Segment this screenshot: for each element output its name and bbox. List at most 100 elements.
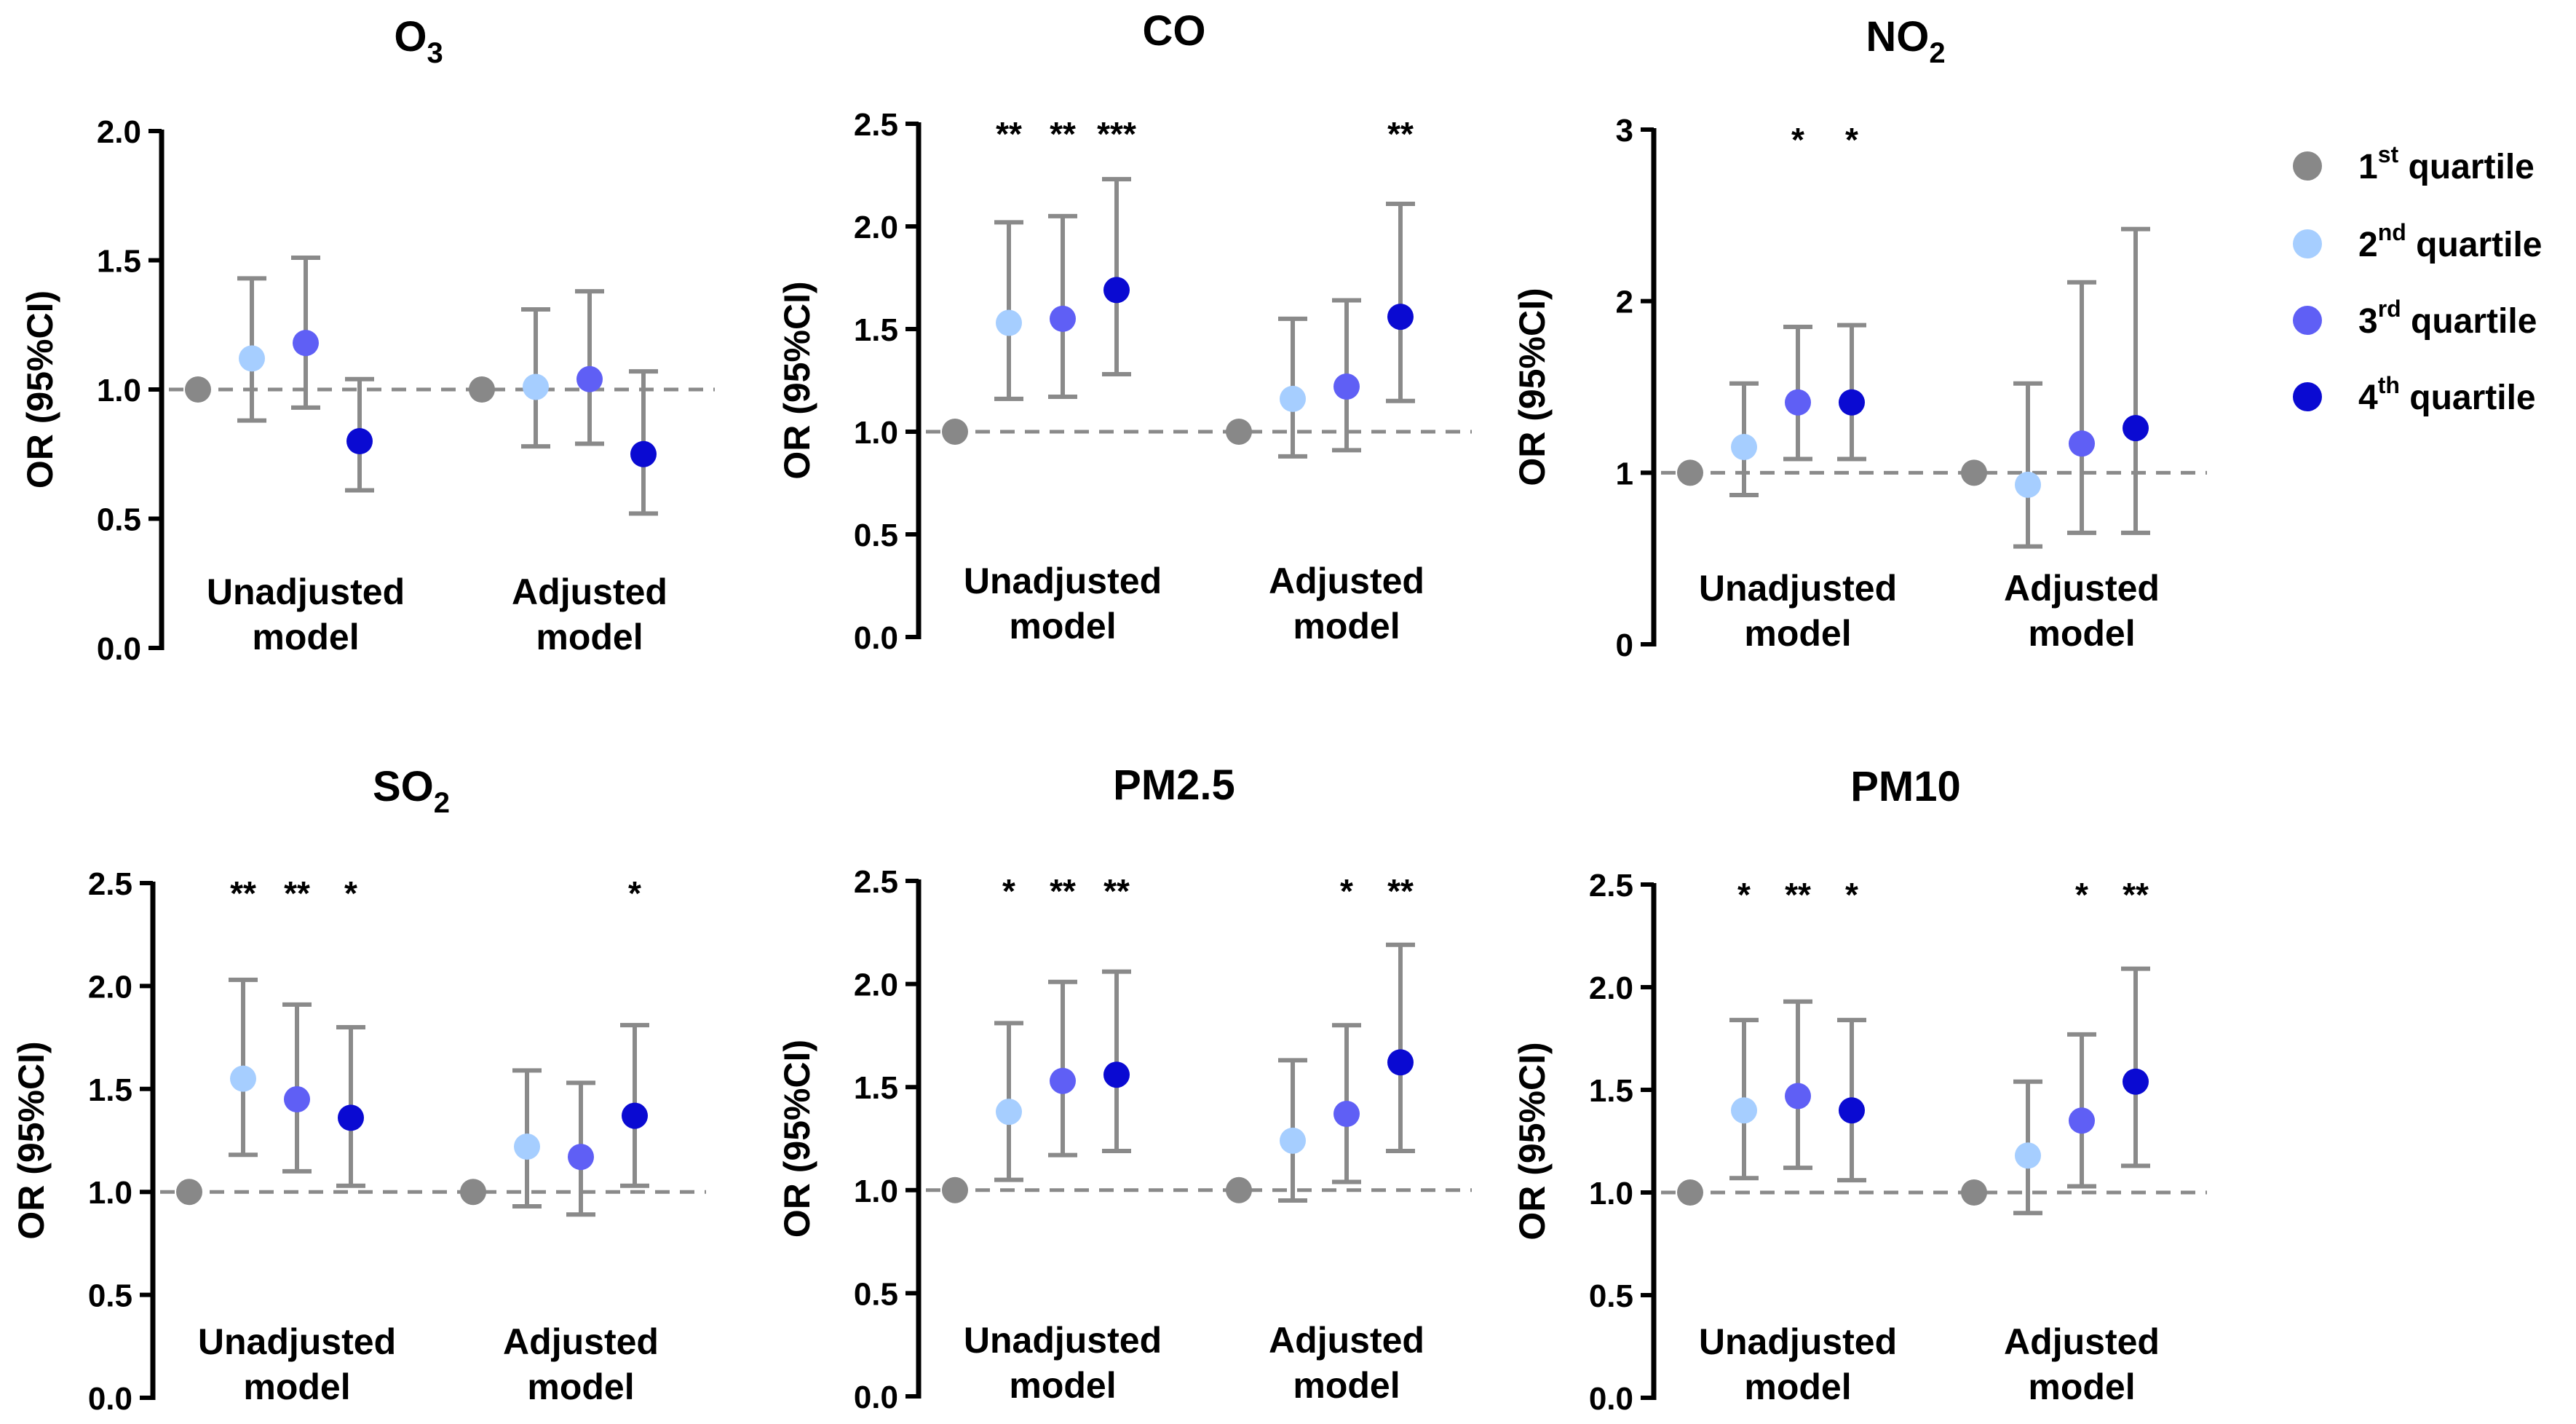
y-tick-label: 2 [1616,285,1633,320]
legend-label: 3rd quartile [2358,296,2537,341]
data-point-q2 [2015,1142,2041,1169]
y-tick-label: 0.5 [854,1276,898,1312]
data-point-q4 [1387,304,1414,331]
data-point-q3 [568,1144,594,1171]
y-tick-label: 2.5 [854,107,898,143]
significance-label: * [2075,876,2088,914]
group-label-line: model [252,617,359,657]
data-point-q1 [1961,1179,1987,1206]
data-point-q2 [996,309,1022,336]
data-point-q3 [1333,373,1360,400]
y-tick-label: 2.0 [854,968,898,1003]
significance-label: * [1737,876,1751,914]
data-point-q2 [996,1099,1022,1126]
y-tick-label: 0.5 [97,502,141,538]
data-point-q4 [622,1102,648,1129]
significance-label: ** [1050,115,1076,153]
chart-panel-2: CO0.00.51.01.52.02.5OR (95%CI)** ** ***Una… [777,7,1472,656]
data-point-q3 [1785,1083,1811,1109]
y-axis-title: OR (95%CI) [11,1041,52,1239]
legend-superscript: rd [2378,296,2401,322]
y-tick-label: 1.0 [88,1175,132,1211]
y-tick-label: 0.0 [854,620,898,656]
data-point-q3 [284,1085,310,1112]
chart-title: SO2 [373,763,450,819]
chart-title: CO [1143,7,1206,55]
y-tick-label: 0.5 [1589,1278,1633,1314]
group-label: Adjusted model [503,1321,659,1407]
data-point-q2 [1280,385,1306,412]
legend-marker-q3 [2293,306,2322,335]
group-label-line: model [243,1366,350,1407]
y-tick-label: 1.0 [97,373,141,408]
group-label: Unadjusted model [207,571,405,657]
data-point-q2 [523,373,549,400]
data-point-q3 [1785,389,1811,416]
y-axis-title: OR (95%CI) [1512,288,1553,486]
chart-panel-1: O3 0.0 0.5 1.0 1.5 2.0 OR (95%CI) Unadjusted mod… [20,13,715,667]
data-point-q3 [2069,430,2095,457]
legend-suffix: quartile [2401,302,2537,341]
significance-label: * [1340,872,1353,910]
significance-label: ** [284,874,310,912]
data-point-q2 [1731,433,1757,460]
group-label: Unadjusted model [1699,568,1897,654]
data-point-q4 [1103,1061,1130,1088]
y-axis-title: OR (95%CI) [1512,1042,1553,1240]
group-label: Adjusted model [1269,1320,1424,1406]
group-label: Unadjusted model [964,561,1162,646]
chart-title: O3 [394,13,443,69]
legend-superscript: st [2378,141,2399,167]
legend-suffix: quartile [2406,226,2543,264]
group-label-line: model [2028,1366,2135,1407]
group-label: Adjusted model [2004,568,2160,654]
group-label-line: Adjusted [512,571,667,612]
data-point-q2 [1280,1127,1306,1154]
y-tick-label: 2.5 [854,864,898,900]
group-label-line: Adjusted [2004,568,2160,609]
group-label-line: model [2028,613,2135,654]
data-point-q3 [293,330,319,357]
y-axis-title: OR (95%CI) [20,290,60,488]
y-tick-label: 0.0 [88,1381,132,1417]
data-point-q1 [942,1176,968,1203]
data-point-q3 [1050,305,1076,332]
y-tick-label: 0.0 [97,631,141,667]
significance-label: * [1791,121,1804,159]
data-point-q4 [1103,277,1130,304]
data-point-q4 [346,428,373,454]
significance-label: ** [996,115,1022,153]
y-tick-label: 1.5 [97,244,141,280]
chart-title: PM10 [1850,763,1961,810]
significance-label: ** [1050,872,1076,910]
data-point-q2 [2015,471,2041,498]
chart-title-subscript: 3 [427,37,443,69]
data-point-q2 [1731,1097,1757,1124]
legend-marker-q2 [2293,229,2322,258]
data-point-q3 [2069,1107,2095,1134]
significance-label: * [1845,121,1858,159]
significance-label: ** [230,874,256,912]
chart-panel-5: PM2.50.00.51.01.52.02.5OR (95%CI)* ** **Un… [777,762,1472,1415]
data-point-q4 [630,440,657,467]
y-tick-label: 1.0 [1589,1176,1633,1211]
group-label-line: model [1009,1365,1116,1406]
data-point-q1 [1961,459,1987,486]
data-point-q1 [460,1179,486,1206]
y-tick-label: 2.0 [1589,970,1633,1006]
y-tick-label: 0.0 [1589,1381,1633,1417]
group-label-line: model [1744,1366,1851,1407]
legend-label: 4th quartile [2358,372,2536,417]
data-point-q2 [230,1065,256,1092]
group-label-line: model [527,1366,634,1407]
data-point-q1 [942,419,968,445]
y-tick-label: 1.5 [854,312,898,348]
data-point-q4 [2123,415,2149,442]
data-point-q2 [239,345,265,372]
legend-label: 1st quartile [2358,141,2535,186]
data-point-q3 [1333,1101,1360,1128]
group-label-line: Unadjusted [1699,568,1897,609]
y-tick-label: 0 [1616,628,1633,663]
data-point-q4 [1839,389,1865,416]
